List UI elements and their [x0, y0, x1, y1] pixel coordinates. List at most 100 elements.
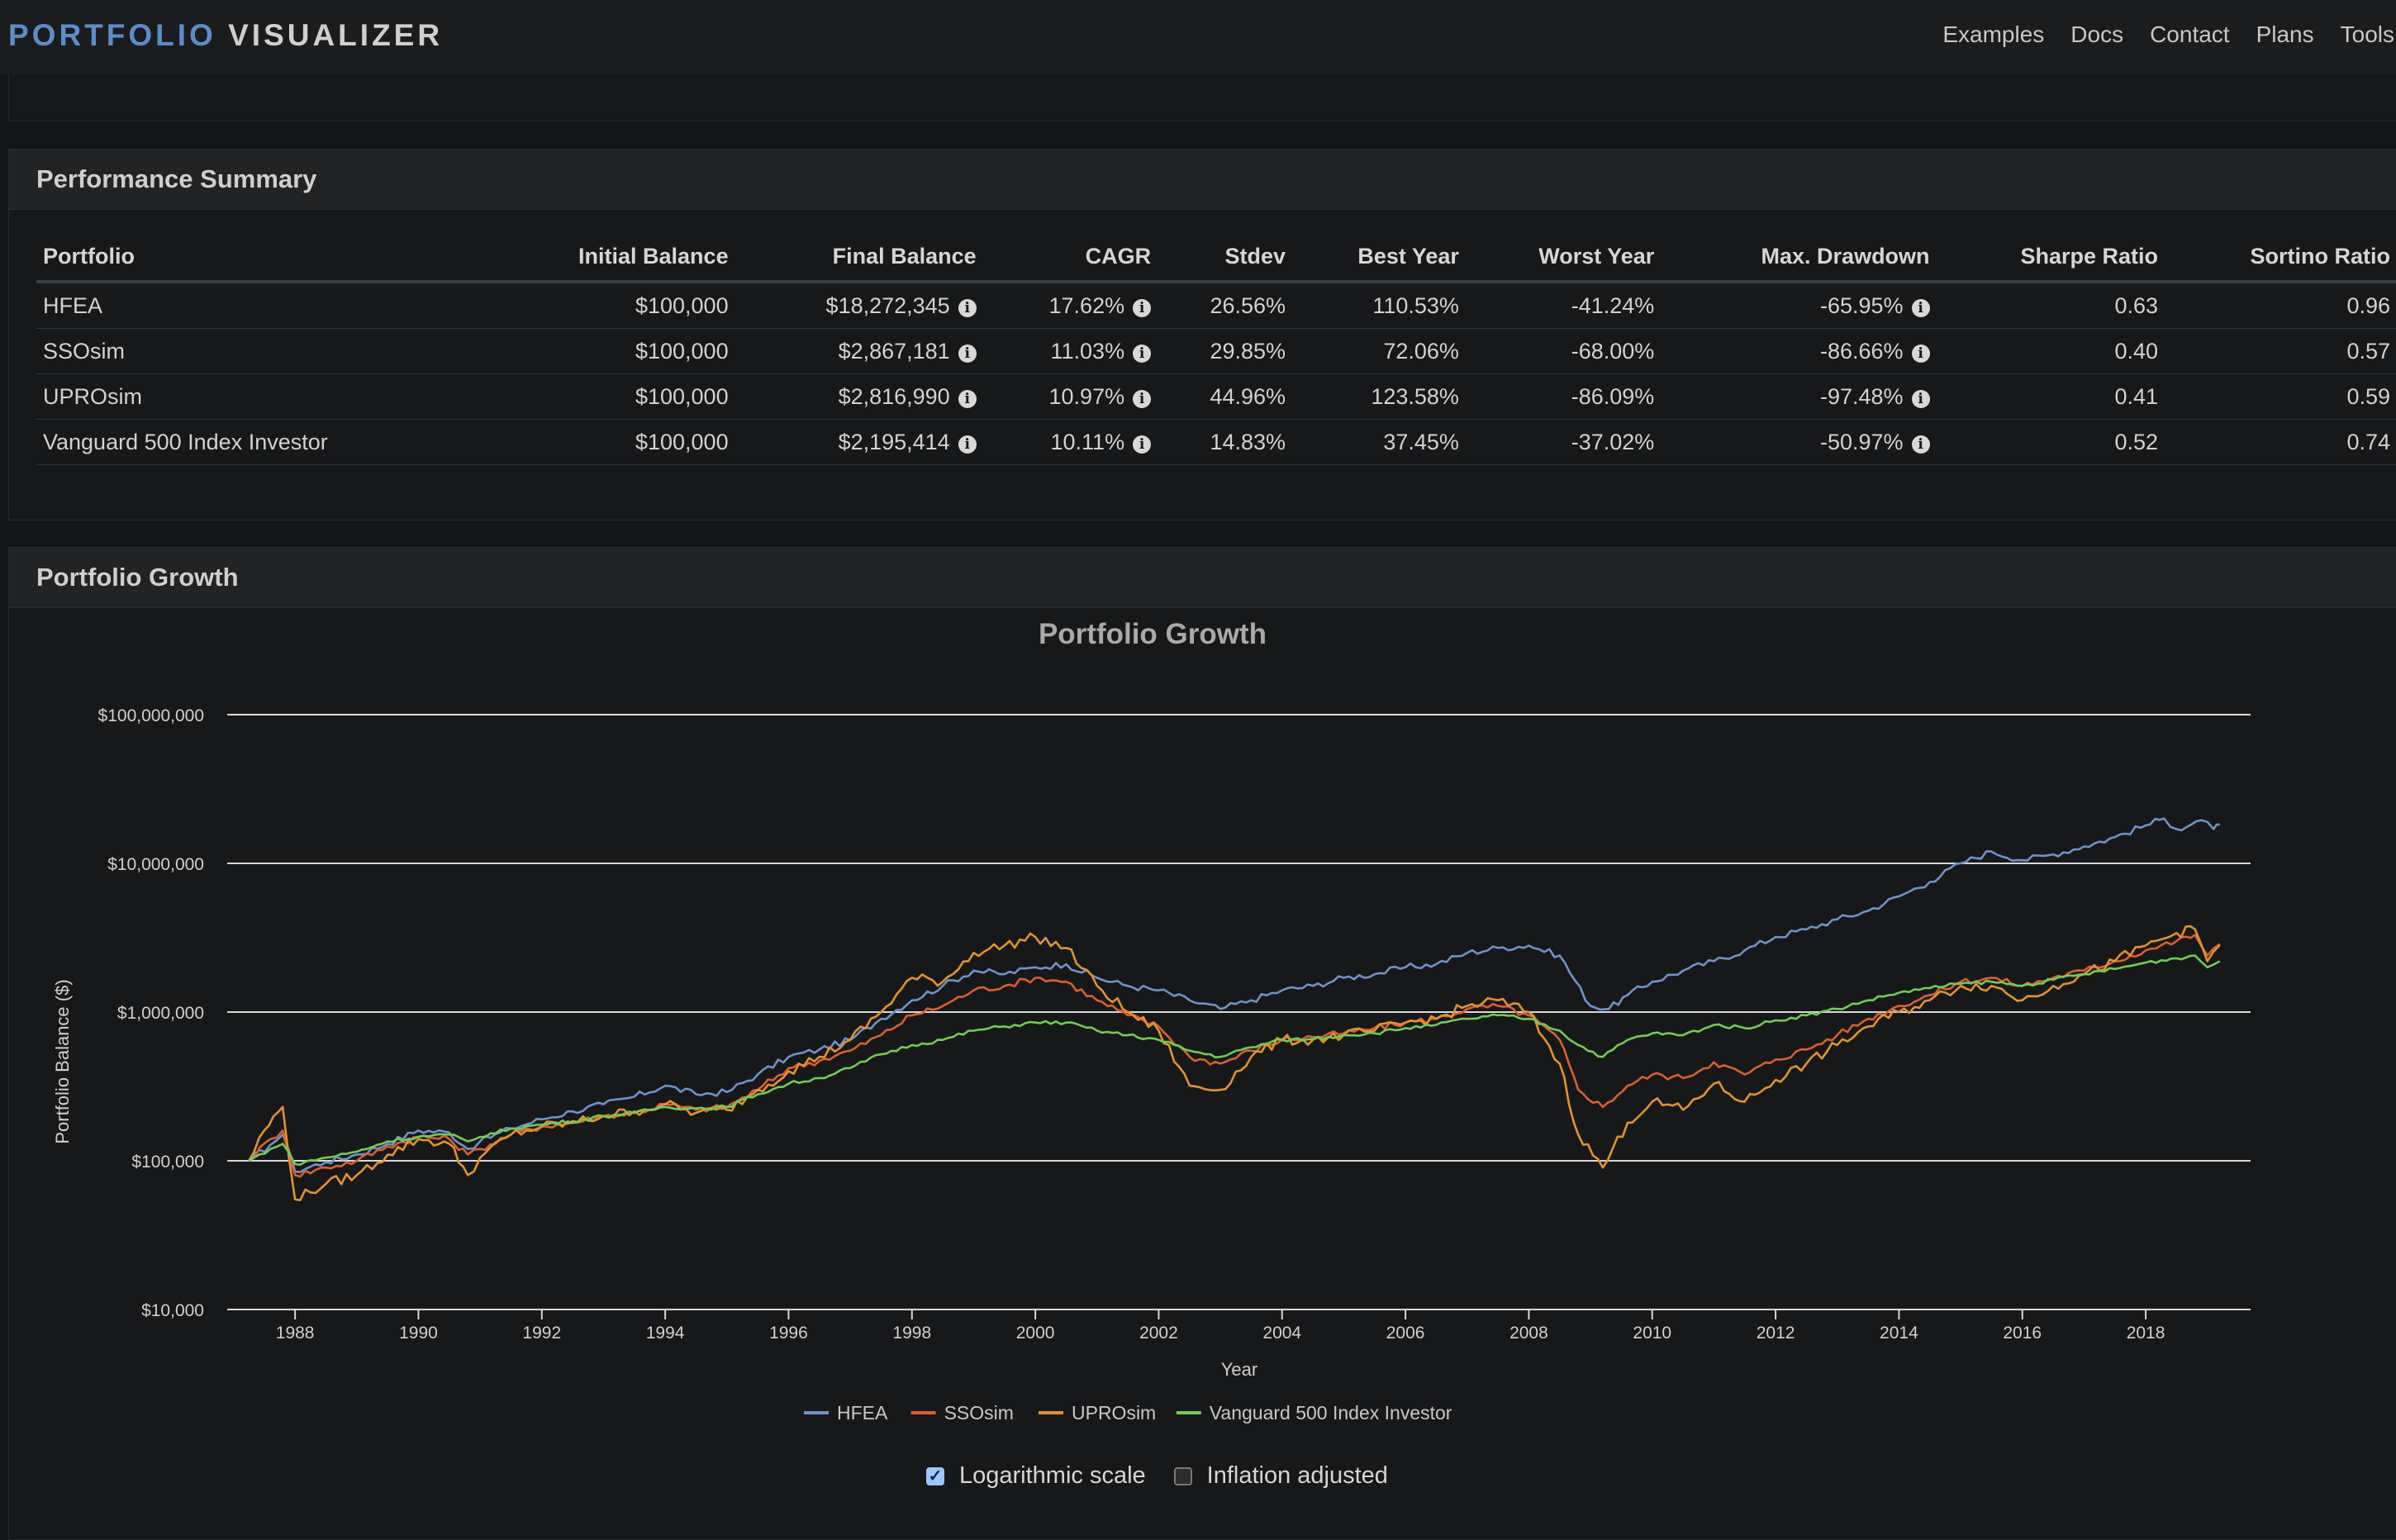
x-tick-label: 1996 — [769, 1324, 808, 1343]
info-icon[interactable]: i — [958, 389, 977, 408]
x-tick-label: 2010 — [1633, 1324, 1671, 1343]
cell-initial-balance: $100,000 — [487, 419, 735, 465]
cell-initial-balance: $100,000 — [487, 373, 735, 420]
cell-sortino-ratio: 0.59 — [2165, 373, 2396, 420]
cell-sharpe-ratio: 0.41 — [1936, 373, 2165, 420]
x-tick-label: 2002 — [1139, 1324, 1178, 1343]
logarithmic-scale-option[interactable]: ✓ Logarithmic scale — [926, 1462, 1146, 1490]
cell-worst-year: -86.09% — [1465, 373, 1662, 420]
max-drawdown-value: -50.97% — [1819, 429, 1904, 454]
cell-sharpe-ratio: 0.40 — [1936, 328, 2165, 374]
y-tick-label: $100,000,000 — [98, 706, 204, 725]
legend-item-vanguard-500-index-investor: Vanguard 500 Index Investor — [1210, 1402, 1452, 1424]
max-drawdown-value: -65.95% — [1819, 292, 1904, 318]
legend-item-ssosim: SSOsim — [944, 1402, 1014, 1424]
cell-final-balance: $2,195,414 i — [734, 419, 983, 465]
y-axis-label: Portfolio Balance ($) — [52, 979, 73, 1143]
top-navbar: PORTFOLIO VISUALIZER Examples Docs Conta… — [0, 0, 2396, 74]
x-tick-label: 1994 — [646, 1324, 685, 1343]
info-icon[interactable]: i — [1911, 389, 1930, 408]
info-icon[interactable]: i — [1911, 344, 1930, 363]
table-header-row: Portfolio Initial Balance Final Balance … — [36, 232, 2396, 283]
info-icon[interactable]: i — [1133, 344, 1152, 363]
final-balance-value: $2,195,414 — [838, 429, 950, 454]
table-row: HFEA $100,000 $18,272,345 i 17.62% i 26.56… — [36, 282, 2396, 329]
info-icon[interactable]: i — [1911, 435, 1930, 454]
cell-worst-year: -68.00% — [1465, 328, 1662, 374]
info-icon[interactable]: i — [1133, 389, 1152, 408]
final-balance-value: $2,867,181 — [838, 338, 950, 364]
y-tick-label: $10,000 — [141, 1301, 204, 1320]
cagr-value: 11.03% — [1050, 338, 1125, 364]
nav-link-plans[interactable]: Plans — [2256, 21, 2314, 47]
chart-options: ✓ Logarithmic scale Inflation adjusted — [926, 1462, 1416, 1490]
cell-max-drawdown: -86.66% i — [1661, 328, 1937, 374]
nav-link-examples[interactable]: Examples — [1942, 21, 2045, 47]
inflation-adjusted-option[interactable]: Inflation adjusted — [1173, 1462, 1388, 1490]
nav-link-contact[interactable]: Contact — [2150, 21, 2230, 47]
cagr-value: 17.62% — [1048, 292, 1125, 318]
x-tick-label: 1988 — [276, 1324, 315, 1343]
cell-sharpe-ratio: 0.52 — [1936, 419, 2165, 465]
performance-summary-header: Performance Summary — [9, 150, 2396, 210]
nav-links: Examples Docs Contact Plans Tools — [1916, 21, 2396, 48]
cell-cagr: 10.97% i — [982, 373, 1158, 420]
cell-sharpe-ratio: 0.63 — [1936, 282, 2165, 329]
table-row: Vanguard 500 Index Investor $100,000 $2,… — [36, 419, 2396, 465]
legend-item-hfea: HFEA — [837, 1402, 888, 1424]
legend-item-uprosim: UPROsim — [1072, 1402, 1156, 1424]
col-header-portfolio: Portfolio — [36, 232, 488, 283]
cagr-value: 10.97% — [1048, 383, 1125, 409]
cell-max-drawdown: -65.95% i — [1661, 282, 1937, 329]
cell-stdev: 26.56% — [1158, 282, 1293, 329]
cell-cagr: 10.11% i — [982, 419, 1158, 465]
portfolio-growth-chart: Portfolio Growth $10,000 $100,000 $1,000,00… — [52, 618, 2251, 1424]
info-icon[interactable]: i — [1911, 298, 1930, 317]
cell-final-balance: $2,867,181 i — [734, 328, 983, 374]
nav-link-docs[interactable]: Docs — [2070, 21, 2124, 47]
cell-cagr: 11.03% i — [982, 328, 1158, 374]
brand-part-visualizer: VISUALIZER — [228, 18, 444, 52]
x-tick-label: 1992 — [522, 1324, 561, 1343]
cell-initial-balance: $100,000 — [487, 282, 735, 329]
info-icon[interactable]: i — [958, 435, 977, 454]
cell-max-drawdown: -97.48% i — [1661, 373, 1937, 420]
col-header-cagr: CAGR — [982, 232, 1158, 283]
inflation-adjusted-label: Inflation adjusted — [1206, 1462, 1388, 1489]
brand-part-portfolio: PORTFOLIO — [8, 18, 216, 52]
cell-portfolio: Vanguard 500 Index Investor — [36, 419, 488, 465]
series-line-vanguard-500-index-investor — [248, 954, 2221, 1167]
cell-stdev: 14.83% — [1158, 419, 1293, 465]
cell-final-balance: $18,272,345 i — [734, 282, 983, 329]
x-tick-label: 1998 — [892, 1324, 931, 1343]
x-tick-label: 2006 — [1386, 1324, 1425, 1343]
table-row: SSOsim $100,000 $2,867,181 i 11.03% i 29.8… — [36, 328, 2396, 374]
cell-sortino-ratio: 0.74 — [2165, 419, 2396, 465]
series-line-uprosim — [247, 924, 2221, 1201]
cell-best-year: 37.45% — [1292, 419, 1466, 465]
series-line-hfea — [248, 817, 2220, 1174]
cagr-value: 10.11% — [1050, 429, 1125, 454]
brand-logo[interactable]: PORTFOLIO VISUALIZER — [8, 18, 443, 53]
info-icon[interactable]: i — [1133, 435, 1152, 454]
portfolio-growth-panel: Portfolio Growth Portfolio Growth $10,000… — [8, 547, 2396, 1540]
col-header-sortino-ratio: Sortino Ratio — [2165, 232, 2396, 283]
info-icon[interactable]: i — [1133, 298, 1152, 317]
inflation-adjusted-checkbox[interactable] — [1173, 1466, 1192, 1485]
info-icon[interactable]: i — [958, 344, 977, 363]
cell-sortino-ratio: 0.96 — [2165, 282, 2396, 329]
x-tick-label: 2016 — [2003, 1324, 2042, 1343]
performance-summary-panel: Performance Summary Portfolio Initial Ba… — [8, 149, 2396, 520]
nav-link-tools[interactable]: Tools — [2340, 21, 2394, 47]
cell-portfolio: UPROsim — [36, 373, 488, 420]
col-header-initial-balance: Initial Balance — [487, 232, 735, 283]
portfolio-growth-title: Portfolio Growth — [36, 563, 239, 592]
info-icon[interactable]: i — [958, 298, 977, 317]
cell-worst-year: -41.24% — [1465, 282, 1662, 329]
cell-max-drawdown: -50.97% i — [1661, 419, 1937, 465]
x-tick-label: 2004 — [1262, 1324, 1301, 1343]
col-header-best-year: Best Year — [1292, 232, 1466, 283]
col-header-final-balance: Final Balance — [734, 232, 983, 283]
x-tick-label: 2008 — [1509, 1324, 1548, 1343]
logarithmic-scale-checkbox[interactable]: ✓ — [926, 1466, 944, 1485]
